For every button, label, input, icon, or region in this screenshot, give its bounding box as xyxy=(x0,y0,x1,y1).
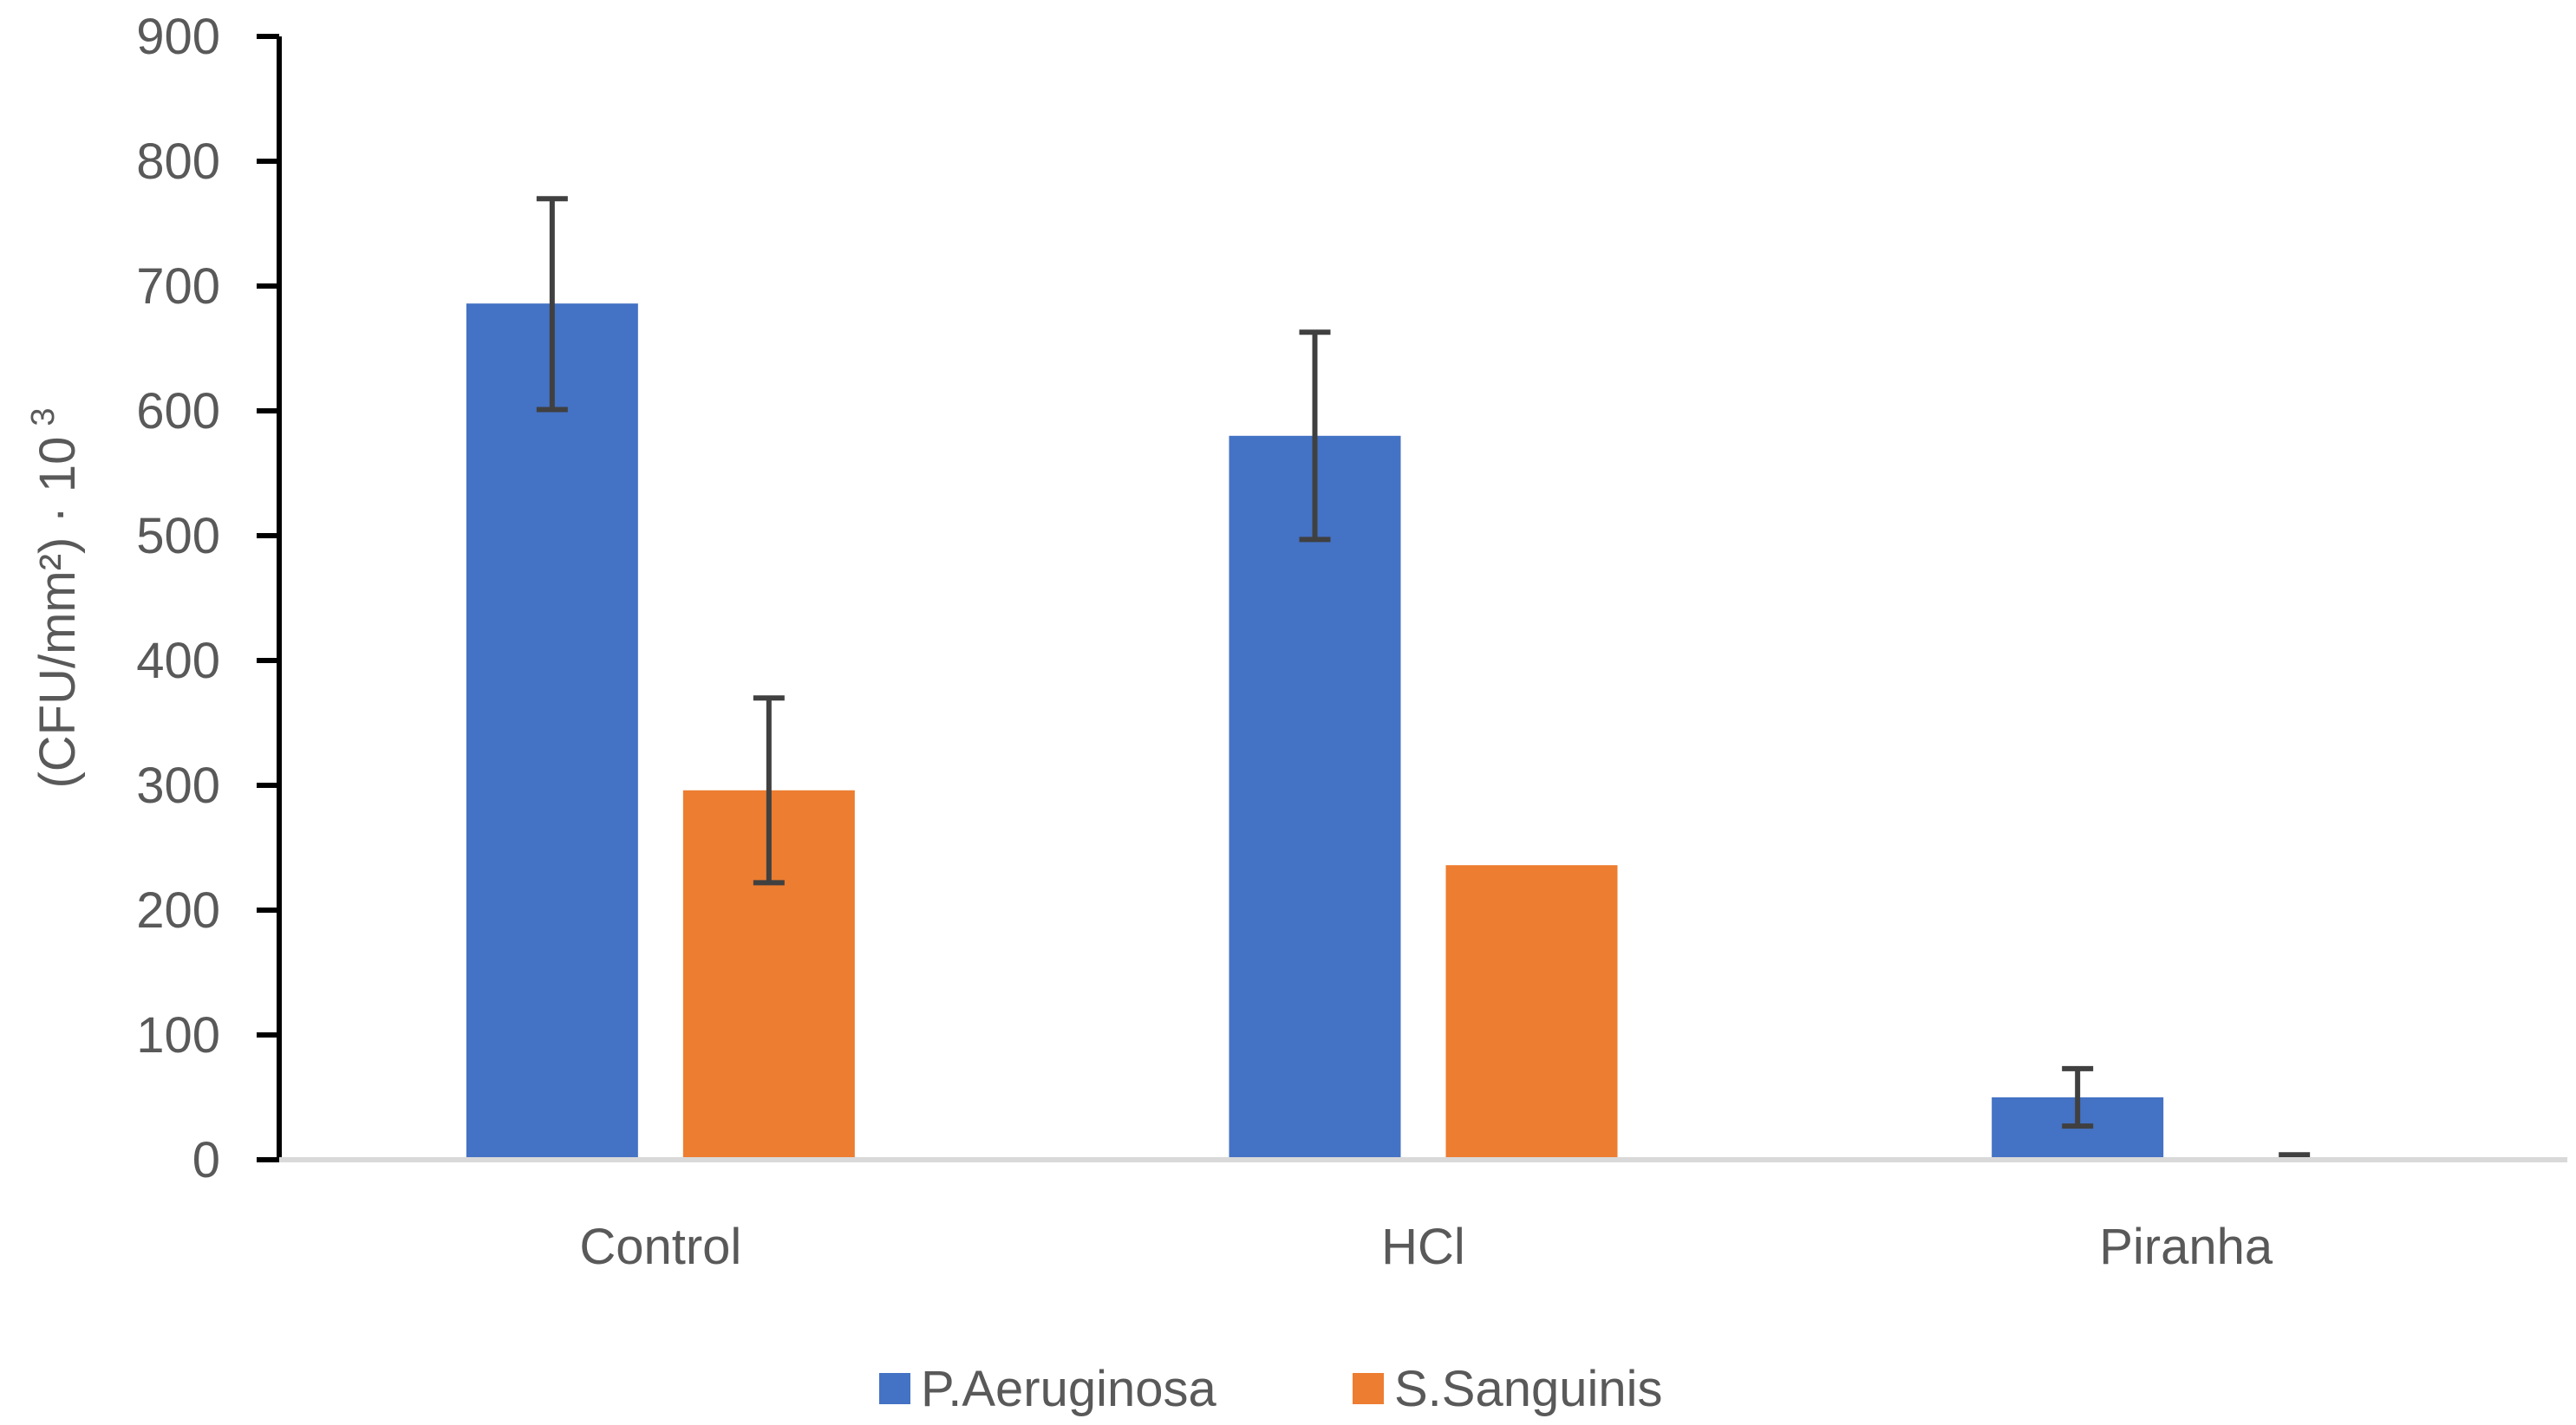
y-tick-label: 200 xyxy=(136,882,220,939)
y-ticks-layer: 0 100 200 300 400 500 600 700 800 900 xyxy=(136,9,279,1188)
y-tick-label: 600 xyxy=(136,383,220,439)
bars-layer xyxy=(466,303,2381,1160)
legend-label: P.Aeruginosa xyxy=(921,1361,1216,1417)
bar-p-aeruginosa-hcl xyxy=(1229,435,1401,1160)
bar-s-sanguinis-hcl xyxy=(1445,865,1618,1160)
y-axis-title-text: (CFU/mm²) · 10 xyxy=(29,437,86,789)
x-category-label: Piranha xyxy=(2099,1219,2273,1275)
x-category-label: HCl xyxy=(1381,1219,1465,1275)
legend-label: S.Sanguinis xyxy=(1394,1361,1663,1417)
legend-swatch xyxy=(1353,1373,1384,1404)
y-tick-label: 900 xyxy=(136,9,220,65)
y-axis-title-exponent: 3 xyxy=(25,407,62,426)
y-tick-label: 400 xyxy=(136,633,220,689)
legend-swatch xyxy=(879,1373,910,1404)
legend: P.Aeruginosa S.Sanguinis xyxy=(879,1361,1663,1417)
y-axis-title: (CFU/mm²) · 10 3 xyxy=(25,407,86,788)
y-tick-label: 500 xyxy=(136,508,220,564)
x-category-label: Control xyxy=(579,1219,741,1275)
bar-p-aeruginosa-control xyxy=(466,303,638,1160)
y-tick-label: 0 xyxy=(192,1132,220,1188)
y-tick-label: 800 xyxy=(136,133,220,190)
x-categories-layer: Control HCl Piranha xyxy=(579,1219,2273,1275)
y-tick-label: 100 xyxy=(136,1007,220,1064)
y-tick-label: 300 xyxy=(136,758,220,814)
y-tick-label: 700 xyxy=(136,258,220,315)
error-bars-layer xyxy=(536,196,2311,1162)
